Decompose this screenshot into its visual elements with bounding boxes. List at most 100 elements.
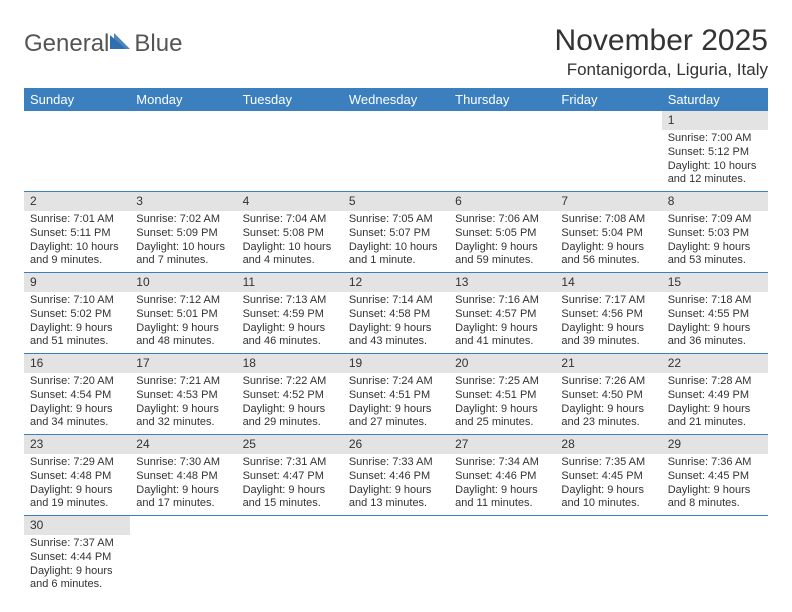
daylight-text: Daylight: 9 hours and 8 minutes. xyxy=(668,484,762,512)
sunrise-text: Sunrise: 7:36 AM xyxy=(668,456,762,470)
daylight-text: Daylight: 9 hours and 48 minutes. xyxy=(136,322,230,350)
daylight-text: Daylight: 9 hours and 15 minutes. xyxy=(243,484,337,512)
calendar-cell: 22Sunrise: 7:28 AMSunset: 4:49 PMDayligh… xyxy=(662,354,768,435)
sunset-text: Sunset: 5:05 PM xyxy=(455,227,549,241)
sunrise-text: Sunrise: 7:24 AM xyxy=(349,375,443,389)
day-body: Sunrise: 7:31 AMSunset: 4:47 PMDaylight:… xyxy=(237,454,343,515)
calendar-cell xyxy=(555,111,661,192)
day-body: Sunrise: 7:36 AMSunset: 4:45 PMDaylight:… xyxy=(662,454,768,515)
day-number: 1 xyxy=(662,111,768,130)
day-number: 10 xyxy=(130,273,236,292)
daylight-text: Daylight: 10 hours and 4 minutes. xyxy=(243,241,337,269)
day-body: Sunrise: 7:24 AMSunset: 4:51 PMDaylight:… xyxy=(343,373,449,434)
sunrise-text: Sunrise: 7:08 AM xyxy=(561,213,655,227)
sunrise-text: Sunrise: 7:31 AM xyxy=(243,456,337,470)
calendar-cell xyxy=(237,516,343,597)
day-body: Sunrise: 7:02 AMSunset: 5:09 PMDaylight:… xyxy=(130,211,236,272)
day-body: Sunrise: 7:29 AMSunset: 4:48 PMDaylight:… xyxy=(24,454,130,515)
calendar-cell xyxy=(24,111,130,192)
sunset-text: Sunset: 5:12 PM xyxy=(668,146,762,160)
day-body: Sunrise: 7:10 AMSunset: 5:02 PMDaylight:… xyxy=(24,292,130,353)
day-body: Sunrise: 7:30 AMSunset: 4:48 PMDaylight:… xyxy=(130,454,236,515)
calendar-cell: 11Sunrise: 7:13 AMSunset: 4:59 PMDayligh… xyxy=(237,273,343,354)
day-number: 16 xyxy=(24,354,130,373)
calendar-row: 9Sunrise: 7:10 AMSunset: 5:02 PMDaylight… xyxy=(24,273,768,354)
sunrise-text: Sunrise: 7:14 AM xyxy=(349,294,443,308)
sunset-text: Sunset: 4:53 PM xyxy=(136,389,230,403)
calendar-cell xyxy=(449,111,555,192)
daylight-text: Daylight: 9 hours and 23 minutes. xyxy=(561,403,655,431)
sunset-text: Sunset: 4:48 PM xyxy=(30,470,124,484)
calendar-row: 16Sunrise: 7:20 AMSunset: 4:54 PMDayligh… xyxy=(24,354,768,435)
day-number xyxy=(130,516,236,535)
day-number: 29 xyxy=(662,435,768,454)
day-number: 20 xyxy=(449,354,555,373)
day-number: 9 xyxy=(24,273,130,292)
sunrise-text: Sunrise: 7:26 AM xyxy=(561,375,655,389)
calendar-cell xyxy=(130,516,236,597)
daylight-text: Daylight: 10 hours and 12 minutes. xyxy=(668,160,762,188)
calendar-cell: 20Sunrise: 7:25 AMSunset: 4:51 PMDayligh… xyxy=(449,354,555,435)
daylight-text: Daylight: 9 hours and 11 minutes. xyxy=(455,484,549,512)
daylight-text: Daylight: 9 hours and 27 minutes. xyxy=(349,403,443,431)
day-body: Sunrise: 7:00 AMSunset: 5:12 PMDaylight:… xyxy=(662,130,768,191)
calendar-cell: 5Sunrise: 7:05 AMSunset: 5:07 PMDaylight… xyxy=(343,192,449,273)
sunrise-text: Sunrise: 7:22 AM xyxy=(243,375,337,389)
sunset-text: Sunset: 4:57 PM xyxy=(455,308,549,322)
sunset-text: Sunset: 4:44 PM xyxy=(30,551,124,565)
daylight-text: Daylight: 9 hours and 34 minutes. xyxy=(30,403,124,431)
daylight-text: Daylight: 9 hours and 43 minutes. xyxy=(349,322,443,350)
sunrise-text: Sunrise: 7:25 AM xyxy=(455,375,549,389)
day-body: Sunrise: 7:09 AMSunset: 5:03 PMDaylight:… xyxy=(662,211,768,272)
daylight-text: Daylight: 9 hours and 36 minutes. xyxy=(668,322,762,350)
calendar-cell: 3Sunrise: 7:02 AMSunset: 5:09 PMDaylight… xyxy=(130,192,236,273)
sunset-text: Sunset: 5:11 PM xyxy=(30,227,124,241)
day-body: Sunrise: 7:17 AMSunset: 4:56 PMDaylight:… xyxy=(555,292,661,353)
daylight-text: Daylight: 9 hours and 41 minutes. xyxy=(455,322,549,350)
sunrise-text: Sunrise: 7:17 AM xyxy=(561,294,655,308)
daylight-text: Daylight: 10 hours and 9 minutes. xyxy=(30,241,124,269)
logo-text-2: Blue xyxy=(134,30,182,58)
calendar-cell: 14Sunrise: 7:17 AMSunset: 4:56 PMDayligh… xyxy=(555,273,661,354)
calendar-cell: 9Sunrise: 7:10 AMSunset: 5:02 PMDaylight… xyxy=(24,273,130,354)
sunset-text: Sunset: 4:56 PM xyxy=(561,308,655,322)
sunset-text: Sunset: 4:46 PM xyxy=(349,470,443,484)
day-number xyxy=(662,516,768,535)
day-header: Saturday xyxy=(662,88,768,111)
calendar-cell: 17Sunrise: 7:21 AMSunset: 4:53 PMDayligh… xyxy=(130,354,236,435)
daylight-text: Daylight: 10 hours and 7 minutes. xyxy=(136,241,230,269)
sunset-text: Sunset: 5:07 PM xyxy=(349,227,443,241)
sunrise-text: Sunrise: 7:06 AM xyxy=(455,213,549,227)
day-number: 3 xyxy=(130,192,236,211)
day-body: Sunrise: 7:33 AMSunset: 4:46 PMDaylight:… xyxy=(343,454,449,515)
logo: General Blue xyxy=(24,24,182,58)
daylight-text: Daylight: 9 hours and 32 minutes. xyxy=(136,403,230,431)
calendar-cell: 25Sunrise: 7:31 AMSunset: 4:47 PMDayligh… xyxy=(237,435,343,516)
day-body: Sunrise: 7:08 AMSunset: 5:04 PMDaylight:… xyxy=(555,211,661,272)
sunset-text: Sunset: 5:09 PM xyxy=(136,227,230,241)
day-number: 24 xyxy=(130,435,236,454)
calendar-cell: 16Sunrise: 7:20 AMSunset: 4:54 PMDayligh… xyxy=(24,354,130,435)
sunrise-text: Sunrise: 7:09 AM xyxy=(668,213,762,227)
day-body: Sunrise: 7:18 AMSunset: 4:55 PMDaylight:… xyxy=(662,292,768,353)
day-number: 23 xyxy=(24,435,130,454)
sunset-text: Sunset: 5:01 PM xyxy=(136,308,230,322)
daylight-text: Daylight: 9 hours and 53 minutes. xyxy=(668,241,762,269)
calendar-cell: 27Sunrise: 7:34 AMSunset: 4:46 PMDayligh… xyxy=(449,435,555,516)
daylight-text: Daylight: 9 hours and 59 minutes. xyxy=(455,241,549,269)
day-body: Sunrise: 7:22 AMSunset: 4:52 PMDaylight:… xyxy=(237,373,343,434)
calendar-cell: 30Sunrise: 7:37 AMSunset: 4:44 PMDayligh… xyxy=(24,516,130,597)
daylight-text: Daylight: 9 hours and 21 minutes. xyxy=(668,403,762,431)
day-number: 2 xyxy=(24,192,130,211)
sunrise-text: Sunrise: 7:35 AM xyxy=(561,456,655,470)
header: General Blue November 2025 Fontanigorda,… xyxy=(24,24,768,80)
day-body: Sunrise: 7:04 AMSunset: 5:08 PMDaylight:… xyxy=(237,211,343,272)
day-number: 5 xyxy=(343,192,449,211)
day-number: 14 xyxy=(555,273,661,292)
day-body: Sunrise: 7:13 AMSunset: 4:59 PMDaylight:… xyxy=(237,292,343,353)
calendar-table: Sunday Monday Tuesday Wednesday Thursday… xyxy=(24,88,768,596)
day-header: Tuesday xyxy=(237,88,343,111)
daylight-text: Daylight: 9 hours and 46 minutes. xyxy=(243,322,337,350)
daylight-text: Daylight: 10 hours and 1 minute. xyxy=(349,241,443,269)
calendar-cell: 18Sunrise: 7:22 AMSunset: 4:52 PMDayligh… xyxy=(237,354,343,435)
